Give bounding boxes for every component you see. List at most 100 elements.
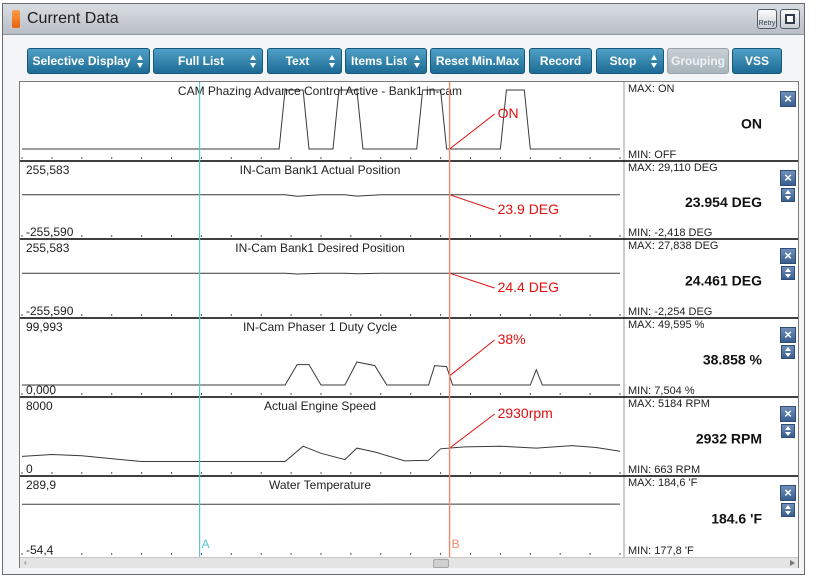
axis-tick	[529, 235, 531, 237]
scroll-left-icon[interactable]: ‹	[24, 558, 27, 567]
axis-tick	[350, 393, 352, 395]
reorder-arrows-icon[interactable]	[781, 424, 795, 438]
axis-tick	[350, 553, 352, 555]
close-icon[interactable]: ×	[780, 485, 796, 501]
grouping-button-label: Grouping	[671, 54, 725, 68]
axis-tick	[350, 472, 352, 474]
close-icon[interactable]: ×	[780, 327, 796, 343]
axis-tick	[81, 314, 83, 316]
spinner-icon[interactable]	[329, 55, 336, 68]
spinner-icon[interactable]	[250, 55, 257, 68]
y-min-label: 0	[26, 462, 33, 476]
reorder-arrows-icon[interactable]	[781, 345, 795, 359]
axis-tick	[51, 553, 53, 555]
axis-tick	[260, 472, 262, 474]
axis-tick	[141, 157, 143, 159]
full-list-button[interactable]: Full List	[153, 48, 263, 74]
axis-tick	[410, 235, 412, 237]
annotation-leader	[449, 339, 495, 377]
cursor-a-label: A	[202, 537, 210, 551]
axis-tick	[619, 314, 621, 316]
axis-tick	[141, 235, 143, 237]
stop-button-label: Stop	[609, 54, 637, 68]
y-min-label: -255,590	[26, 225, 74, 239]
close-icon[interactable]: ×	[780, 170, 796, 186]
items-list-button-label: Items List	[350, 54, 407, 68]
track-title: Water Temperature	[269, 478, 371, 492]
scroll-right-icon[interactable]	[790, 558, 796, 567]
axis-tick	[440, 235, 442, 237]
track-title: IN-Cam Phaser 1 Duty Cycle	[243, 320, 397, 334]
axis-tick	[21, 314, 23, 316]
axis-tick	[380, 235, 382, 237]
minimize-icon[interactable]	[780, 9, 800, 29]
axis-tick	[51, 157, 53, 159]
spinner-icon[interactable]	[414, 55, 421, 68]
axis-tick	[499, 393, 501, 395]
spinner-icon[interactable]	[137, 55, 144, 68]
axis-tick	[51, 393, 53, 395]
axis-tick	[290, 235, 292, 237]
axis-tick	[589, 472, 591, 474]
axis-tick	[499, 553, 501, 555]
axis-tick	[200, 157, 202, 159]
reorder-arrows-icon[interactable]	[781, 188, 795, 202]
min-value: MIN: -2,418 DEG	[628, 227, 712, 239]
axis-tick	[350, 235, 352, 237]
items-list-button[interactable]: Items List	[345, 48, 427, 74]
axis-tick	[410, 472, 412, 474]
axis-tick	[529, 314, 531, 316]
text-button-label: Text	[285, 54, 310, 68]
window-title: Current Data	[27, 10, 119, 27]
axis-tick	[440, 553, 442, 555]
axis-tick	[81, 157, 83, 159]
axis-tick	[111, 157, 113, 159]
scroll-thumb[interactable]	[433, 559, 449, 568]
axis-tick	[380, 472, 382, 474]
close-icon[interactable]: ×	[780, 406, 796, 422]
axis-tick	[380, 314, 382, 316]
axis-tick	[470, 393, 471, 395]
text-button[interactable]: Text	[267, 48, 342, 74]
record-button-label: Record	[539, 54, 582, 68]
close-icon[interactable]: ×	[780, 248, 796, 264]
vss-button[interactable]: VSS	[732, 48, 782, 74]
record-button[interactable]: Record	[529, 48, 592, 74]
grouping-button[interactable]: Grouping	[667, 48, 729, 74]
axis-tick	[141, 393, 143, 395]
reorder-arrows-icon[interactable]	[781, 266, 795, 280]
close-icon[interactable]: ×	[780, 91, 796, 107]
axis-tick	[589, 157, 591, 159]
axis-tick	[111, 235, 113, 237]
axis-tick	[230, 472, 232, 474]
spinner-icon[interactable]	[651, 55, 658, 68]
axis-tick	[410, 314, 412, 316]
track-title: IN-Cam Bank1 Actual Position	[240, 163, 401, 177]
axis-tick	[440, 314, 442, 316]
stop-button[interactable]: Stop	[596, 48, 664, 74]
axis-tick	[200, 314, 202, 316]
horizontal-scrollbar[interactable]: ‹	[20, 557, 798, 568]
axis-tick	[619, 472, 621, 474]
series-line	[22, 89, 620, 150]
axis-tick	[171, 157, 172, 159]
axis-tick	[141, 472, 143, 474]
selective-display-button[interactable]: Selective Display	[27, 48, 150, 74]
axis-tick	[200, 472, 202, 474]
min-value: MIN: OFF	[628, 149, 677, 161]
axis-tick	[559, 553, 561, 555]
annotation-text: 23.9 DEG	[498, 201, 559, 217]
axis-tick	[529, 393, 531, 395]
vss-button-label: VSS	[744, 54, 769, 68]
y-max-label: 255,583	[26, 241, 70, 255]
axis-tick	[350, 314, 352, 316]
axis-tick	[589, 314, 591, 316]
axis-tick	[81, 235, 83, 237]
axis-tick	[200, 393, 202, 395]
reset-min-max-button[interactable]: Reset Min.Max	[430, 48, 525, 74]
axis-tick	[410, 393, 412, 395]
reorder-arrows-icon[interactable]	[781, 503, 795, 517]
title-bar: Current Data Retry	[3, 4, 804, 35]
axis-tick	[529, 553, 531, 555]
retry-icon[interactable]: Retry	[757, 9, 777, 29]
